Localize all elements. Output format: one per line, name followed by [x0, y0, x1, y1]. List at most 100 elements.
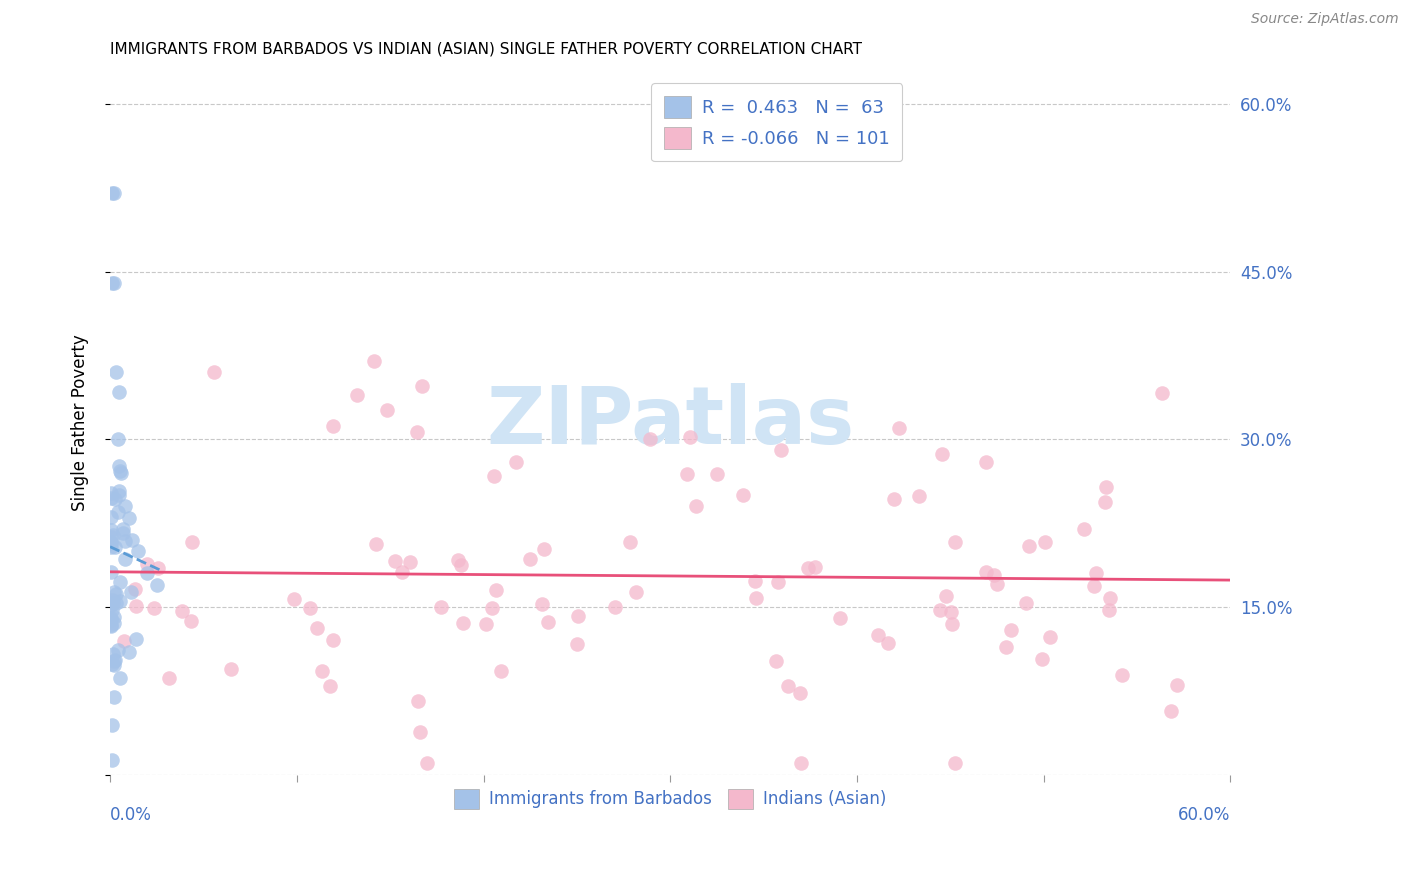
- Point: [908, 489, 931, 503]
- Point: [108, 483, 131, 498]
- Text: 0.0%: 0.0%: [110, 806, 152, 824]
- Point: [100, 530, 122, 544]
- Point: [789, 686, 811, 700]
- Point: [100, 534, 122, 549]
- Point: [101, 657, 124, 672]
- Point: [108, 671, 131, 685]
- Point: [108, 384, 131, 399]
- Point: [1033, 535, 1056, 549]
- Point: [104, 587, 127, 601]
- Point: [322, 418, 344, 433]
- Point: [101, 592, 124, 607]
- Text: ZIPatlas: ZIPatlas: [486, 384, 855, 461]
- Point: [943, 756, 966, 771]
- Point: [104, 365, 127, 379]
- Point: [124, 582, 146, 596]
- Point: [146, 561, 169, 575]
- Point: [375, 402, 398, 417]
- Point: [450, 558, 472, 572]
- Point: [941, 617, 963, 632]
- Point: [100, 523, 122, 537]
- Point: [100, 618, 122, 632]
- Point: [219, 662, 242, 676]
- Point: [107, 505, 129, 519]
- Point: [531, 597, 554, 611]
- Point: [1160, 704, 1182, 718]
- Point: [1094, 495, 1116, 509]
- Point: [121, 533, 143, 547]
- Point: [451, 616, 474, 631]
- Point: [101, 603, 124, 617]
- Text: IMMIGRANTS FROM BARBADOS VS INDIAN (ASIAN) SINGLE FATHER POVERTY CORRELATION CHA: IMMIGRANTS FROM BARBADOS VS INDIAN (ASIA…: [110, 42, 862, 57]
- Point: [1018, 539, 1040, 553]
- Point: [1038, 630, 1060, 644]
- Point: [100, 611, 122, 625]
- Point: [100, 753, 122, 767]
- Point: [624, 585, 647, 599]
- Point: [104, 596, 127, 610]
- Point: [928, 603, 950, 617]
- Point: [828, 611, 851, 625]
- Point: [409, 725, 432, 739]
- Point: [533, 541, 555, 556]
- Point: [107, 432, 129, 446]
- Point: [118, 510, 141, 524]
- Point: [519, 552, 541, 566]
- Point: [107, 643, 129, 657]
- Point: [481, 601, 503, 615]
- Point: [103, 654, 125, 668]
- Point: [100, 536, 122, 550]
- Point: [475, 617, 498, 632]
- Point: [103, 585, 125, 599]
- Point: [145, 577, 167, 591]
- Point: [364, 537, 387, 551]
- Point: [108, 464, 131, 478]
- Point: [101, 528, 124, 542]
- Point: [405, 425, 427, 440]
- Point: [935, 589, 957, 603]
- Point: [482, 469, 505, 483]
- Point: [180, 614, 202, 628]
- Point: [676, 467, 699, 481]
- Point: [974, 565, 997, 579]
- Point: [103, 657, 125, 672]
- Point: [447, 553, 470, 567]
- Point: [157, 671, 180, 685]
- Point: [103, 690, 125, 705]
- Point: [619, 534, 641, 549]
- Point: [108, 575, 131, 590]
- Point: [100, 717, 122, 731]
- Point: [1099, 591, 1122, 606]
- Point: [567, 608, 589, 623]
- Point: [100, 491, 122, 506]
- Point: [322, 632, 344, 647]
- Point: [112, 522, 135, 536]
- Point: [100, 541, 122, 555]
- Point: [883, 491, 905, 506]
- Point: [103, 276, 125, 290]
- Point: [745, 591, 768, 605]
- Point: [766, 574, 789, 589]
- Point: [638, 432, 661, 446]
- Point: [866, 628, 889, 642]
- Point: [489, 664, 512, 678]
- Point: [346, 388, 368, 402]
- Point: [605, 599, 627, 614]
- Point: [804, 560, 827, 574]
- Point: [733, 488, 755, 502]
- Point: [685, 499, 707, 513]
- Point: [537, 615, 560, 629]
- Legend: Immigrants from Barbados, Indians (Asian): Immigrants from Barbados, Indians (Asian…: [447, 782, 893, 815]
- Point: [101, 647, 124, 661]
- Point: [100, 613, 122, 627]
- Point: [505, 455, 527, 469]
- Point: [180, 535, 202, 549]
- Point: [120, 584, 142, 599]
- Point: [986, 577, 1008, 591]
- Point: [112, 634, 135, 648]
- Point: [108, 459, 131, 474]
- Point: [114, 500, 136, 514]
- Point: [994, 640, 1017, 654]
- Point: [1084, 566, 1107, 581]
- Point: [127, 544, 149, 558]
